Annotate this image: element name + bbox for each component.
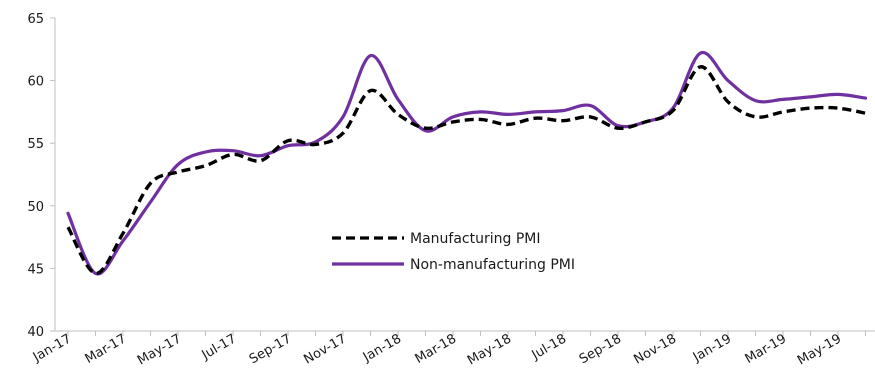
x-tick-label: Sep-18 [577,331,624,367]
x-tick-label: Jul-17 [199,331,239,363]
x-tick-label: Mar-18 [413,331,459,366]
x-tick-label: Sep-17 [247,331,294,367]
legend-label-manufacturing: Manufacturing PMI [410,231,540,247]
series-line-non-manufacturing [66,51,868,276]
y-tick-label: 45 [27,262,44,277]
y-tick-label: 60 [27,75,44,90]
legend-label-non-manufacturing: Non-manufacturing PMI [410,257,575,273]
y-tick-label: 40 [27,325,44,340]
x-tick-label: May-17 [135,331,184,368]
y-tick-label: 50 [27,200,44,215]
x-tick-label: Jul-18 [529,331,569,363]
legend: Manufacturing PMI Non-manufacturing PMI [332,231,575,273]
y-axis-ticks: 40 45 50 55 60 65 [27,12,55,340]
x-tick-label: Jan-18 [360,331,404,365]
x-tick-label: Nov-18 [631,331,679,367]
series-lines [66,51,868,276]
x-tick-label: May-18 [465,331,514,368]
x-tick-label: Mar-17 [83,331,129,366]
x-tick-label: May-19 [795,331,844,368]
y-tick-label: 55 [27,137,44,152]
x-tick-label: Mar-19 [743,331,789,366]
x-tick-label: Jan-19 [690,331,734,365]
series-line-manufacturing [66,65,866,276]
x-axis-ticks: Jan-17 Mar-17 May-17 Jul-17 Sep-17 Nov-17 Jan-… [30,331,866,368]
x-tick-label: Nov-17 [301,331,349,367]
y-tick-label: 65 [27,12,44,27]
